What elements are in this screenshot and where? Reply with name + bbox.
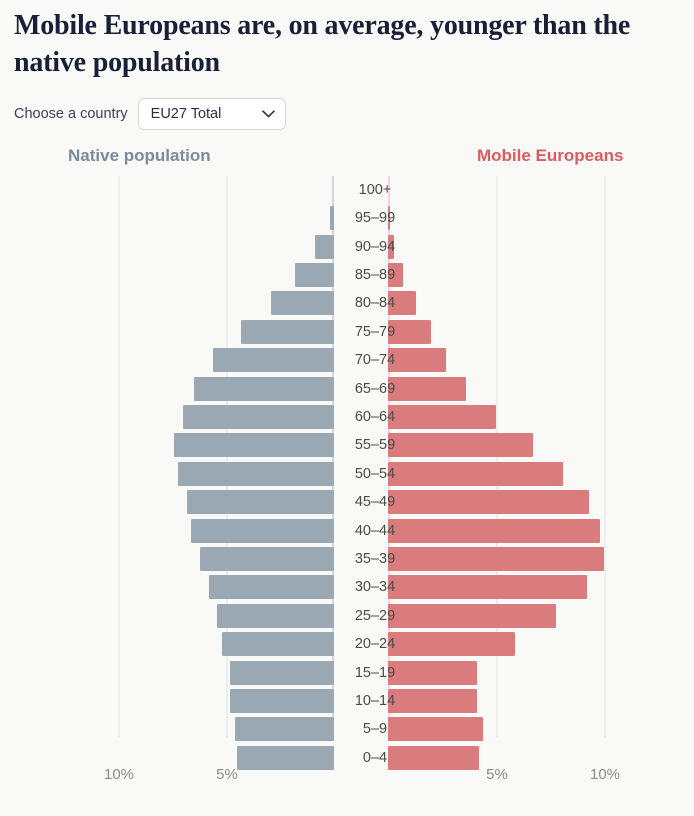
bar-native-45–49[interactable]	[187, 490, 334, 515]
pyramid-row: 20–24	[14, 630, 680, 658]
pyramid-row: 50–54	[14, 460, 680, 488]
age-group-label: 60–64	[354, 409, 396, 426]
country-select-wrap: EU27 Total	[137, 97, 286, 130]
bar-native-30–34[interactable]	[208, 575, 334, 600]
population-pyramid-chart: 100+ 95–99 90–94 85–89 80–84 75–79 70–74 65–69 6…	[14, 175, 680, 783]
bar-native-95–99[interactable]	[329, 206, 334, 231]
bar-native-90–94[interactable]	[314, 234, 334, 259]
bar-native-35–39[interactable]	[200, 546, 334, 571]
bar-mobile-60–64[interactable]	[388, 405, 496, 430]
country-select[interactable]: EU27 Total	[137, 97, 286, 130]
pyramid-row: 40–44	[14, 517, 680, 545]
pyramid-row: 100+	[14, 176, 680, 204]
bar-native-70–74[interactable]	[213, 348, 334, 373]
age-group-label: 50–54	[354, 465, 396, 482]
age-group-label: 15–19	[354, 664, 396, 681]
age-group-label: 10–14	[354, 692, 396, 709]
age-group-label: 95–99	[354, 210, 396, 227]
pyramid-row: 65–69	[14, 375, 680, 403]
age-group-label: 20–24	[354, 636, 396, 653]
bar-mobile-35–39[interactable]	[388, 546, 604, 571]
x-axis-tick: 5%	[486, 765, 508, 783]
age-group-label: 100+	[358, 181, 392, 198]
age-group-label: 35–39	[354, 550, 396, 567]
age-group-label: 70–74	[354, 352, 396, 369]
bar-native-55–59[interactable]	[174, 433, 334, 458]
bar-mobile-20–24[interactable]	[388, 632, 516, 657]
chart-x-axis: 10% 5% 5% 10%	[14, 760, 680, 790]
pyramid-row: 90–94	[14, 233, 680, 261]
pyramid-row: 30–34	[14, 573, 680, 601]
age-group-label: 5–9	[362, 721, 388, 738]
age-group-label: 75–79	[354, 323, 396, 340]
bar-mobile-70–74[interactable]	[388, 348, 447, 373]
bar-native-75–79[interactable]	[241, 319, 334, 344]
bar-mobile-90–94[interactable]	[388, 234, 395, 259]
bar-mobile-85–89[interactable]	[388, 263, 404, 288]
pyramid-row: 15–19	[14, 659, 680, 687]
bar-native-60–64[interactable]	[182, 405, 334, 430]
bar-native-50–54[interactable]	[178, 461, 334, 486]
bar-mobile-45–49[interactable]	[388, 490, 589, 515]
pyramid-row: 75–79	[14, 318, 680, 346]
bar-native-85–89[interactable]	[295, 263, 334, 288]
bar-native-20–24[interactable]	[221, 632, 334, 657]
bar-native-80–84[interactable]	[271, 291, 334, 316]
bar-mobile-40–44[interactable]	[388, 518, 600, 543]
bar-mobile-25–29[interactable]	[388, 603, 557, 628]
bar-native-65–69[interactable]	[193, 376, 334, 401]
pyramid-row: 60–64	[14, 403, 680, 431]
age-group-label: 90–94	[354, 238, 396, 255]
pyramid-row: 95–99	[14, 204, 680, 232]
pyramid-row: 70–74	[14, 346, 680, 374]
x-axis-tick: 10%	[103, 765, 135, 783]
bar-mobile-10–14[interactable]	[388, 688, 477, 713]
age-group-label: 30–34	[354, 579, 396, 596]
bar-mobile-30–34[interactable]	[388, 575, 587, 600]
legend-mobile-europeans: Mobile Europeans	[477, 145, 624, 165]
legend-native-population: Native population	[68, 145, 211, 165]
chart-rows: 100+ 95–99 90–94 85–89 80–84 75–79 70–74 65–69 6…	[14, 176, 680, 772]
pyramid-row: 35–39	[14, 545, 680, 573]
age-group-label: 85–89	[354, 267, 396, 284]
age-group-label: 40–44	[354, 522, 396, 539]
x-axis-tick: 5%	[216, 765, 238, 783]
bar-mobile-0–4[interactable]	[388, 745, 479, 770]
chart-legend: Native population Mobile Europeans	[14, 146, 680, 172]
pyramid-row: 10–14	[14, 687, 680, 715]
pyramid-row: 45–49	[14, 488, 680, 516]
bar-native-40–44[interactable]	[191, 518, 334, 543]
x-axis-tick: 10%	[589, 765, 621, 783]
country-control-row: Choose a country EU27 Total	[14, 96, 680, 132]
pyramid-row: 5–9	[14, 715, 680, 743]
bar-mobile-75–79[interactable]	[388, 319, 432, 344]
age-group-label: 55–59	[354, 437, 396, 454]
pyramid-row: 85–89	[14, 261, 680, 289]
pyramid-row: 80–84	[14, 289, 680, 317]
bar-mobile-65–69[interactable]	[388, 376, 466, 401]
age-group-label: 45–49	[354, 494, 396, 511]
bar-native-5–9[interactable]	[234, 717, 334, 742]
bar-mobile-50–54[interactable]	[388, 461, 563, 486]
country-select-label: Choose a country	[14, 105, 128, 122]
bar-native-10–14[interactable]	[230, 688, 334, 713]
age-group-label: 0–4	[362, 749, 388, 766]
pyramid-row: 25–29	[14, 602, 680, 630]
bar-native-25–29[interactable]	[217, 603, 334, 628]
age-group-label: 25–29	[354, 607, 396, 624]
bar-mobile-15–19[interactable]	[388, 660, 477, 685]
bar-mobile-80–84[interactable]	[388, 291, 417, 316]
bar-mobile-55–59[interactable]	[388, 433, 533, 458]
pyramid-row: 55–59	[14, 431, 680, 459]
bar-mobile-5–9[interactable]	[388, 717, 484, 742]
bar-native-0–4[interactable]	[236, 745, 334, 770]
bar-native-15–19[interactable]	[230, 660, 334, 685]
page-title: Mobile Europeans are, on average, younge…	[14, 10, 631, 78]
age-group-label: 80–84	[354, 295, 396, 312]
bar-mobile-95–99[interactable]	[388, 206, 391, 231]
pyramid-row: 0–4	[14, 744, 680, 772]
age-group-label: 65–69	[354, 380, 396, 397]
